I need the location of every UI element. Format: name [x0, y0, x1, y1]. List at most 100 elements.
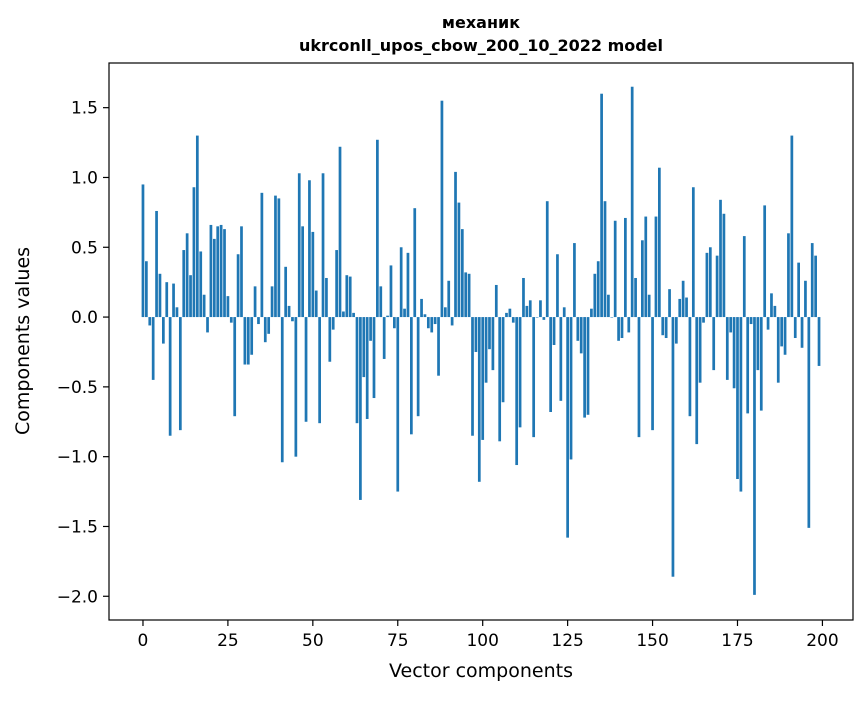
x-tick-label: 200 [806, 631, 838, 651]
y-tick-label: 1.0 [71, 168, 98, 188]
x-tick-label: 0 [138, 631, 149, 651]
bar [202, 294, 206, 318]
bar [172, 283, 175, 318]
bar [447, 280, 451, 318]
x-tick-label: 25 [217, 631, 239, 651]
bar [749, 317, 753, 325]
bar [365, 317, 369, 419]
chart-subtitle: ukrconll_upos_cbow_200_10_2022 model [299, 36, 663, 55]
bar [674, 317, 678, 344]
bar [206, 317, 209, 333]
bar [209, 224, 213, 318]
bar [362, 317, 366, 378]
y-tick-label: −2.0 [57, 587, 98, 607]
bar [423, 314, 427, 318]
bar [399, 247, 403, 318]
x-tick-label: 125 [551, 631, 583, 651]
bar [325, 277, 328, 318]
bar [725, 317, 729, 380]
bar [141, 184, 145, 318]
bar [165, 282, 169, 318]
bar [406, 252, 410, 318]
bar [685, 297, 688, 318]
bar [287, 305, 291, 318]
bar [274, 195, 277, 318]
bar [641, 240, 644, 318]
bar [708, 247, 712, 318]
bar [246, 317, 250, 365]
bar [145, 261, 148, 318]
bar [450, 317, 454, 326]
bar [386, 315, 389, 318]
bar [280, 317, 284, 463]
bar [647, 294, 651, 318]
bar [579, 317, 583, 354]
bar [630, 86, 634, 318]
y-tick-label: 1.5 [71, 99, 98, 119]
bar [569, 317, 573, 460]
bar [613, 220, 617, 318]
bar [331, 317, 335, 330]
bar [250, 317, 254, 355]
bar [342, 311, 345, 318]
bar [229, 317, 233, 323]
x-tick-label: 175 [721, 631, 753, 651]
bar [664, 317, 668, 339]
bar [678, 298, 682, 318]
bar [698, 317, 702, 383]
bar [793, 317, 797, 339]
bar [634, 277, 637, 318]
bar [637, 317, 641, 438]
y-tick-label: −0.5 [57, 378, 98, 398]
x-tick-label: 150 [636, 631, 668, 651]
bar [433, 317, 437, 325]
bar [457, 202, 461, 318]
bar [301, 226, 304, 318]
bar [810, 243, 814, 318]
bar [807, 317, 811, 528]
bar [691, 187, 695, 318]
bar [379, 286, 383, 318]
x-axis-ticks: 0 25 50 75 100 125 150 175 200 [138, 620, 839, 651]
bar [426, 317, 430, 329]
bar [719, 199, 722, 318]
bar [505, 312, 508, 318]
x-axis-label: Vector components [389, 660, 573, 682]
bar [804, 280, 807, 318]
bar [776, 317, 780, 383]
bar [651, 317, 654, 431]
bar [797, 262, 800, 318]
bar [535, 317, 539, 318]
bar [593, 273, 597, 318]
bar [787, 233, 790, 318]
bar [443, 307, 447, 318]
bar [338, 146, 342, 318]
bar [474, 317, 478, 352]
bar [498, 317, 502, 442]
bar [746, 317, 750, 414]
bar [658, 167, 661, 318]
bar [573, 243, 576, 318]
bar [467, 273, 471, 318]
bar [783, 317, 787, 355]
bar [348, 276, 352, 318]
bar [189, 275, 192, 318]
bar [559, 317, 563, 401]
bar [603, 201, 607, 318]
bar [525, 305, 529, 318]
bar [257, 317, 260, 325]
bar [294, 317, 298, 457]
bar [800, 317, 804, 348]
bar [155, 210, 158, 318]
bar [712, 317, 716, 371]
bar [270, 286, 274, 318]
x-tick-label: 50 [302, 631, 324, 651]
bar [236, 254, 240, 318]
bar [192, 187, 196, 318]
bar [566, 317, 569, 538]
bar [430, 317, 434, 333]
bar [454, 171, 457, 318]
bar [627, 317, 631, 333]
bar [576, 317, 580, 341]
bar [488, 317, 491, 350]
